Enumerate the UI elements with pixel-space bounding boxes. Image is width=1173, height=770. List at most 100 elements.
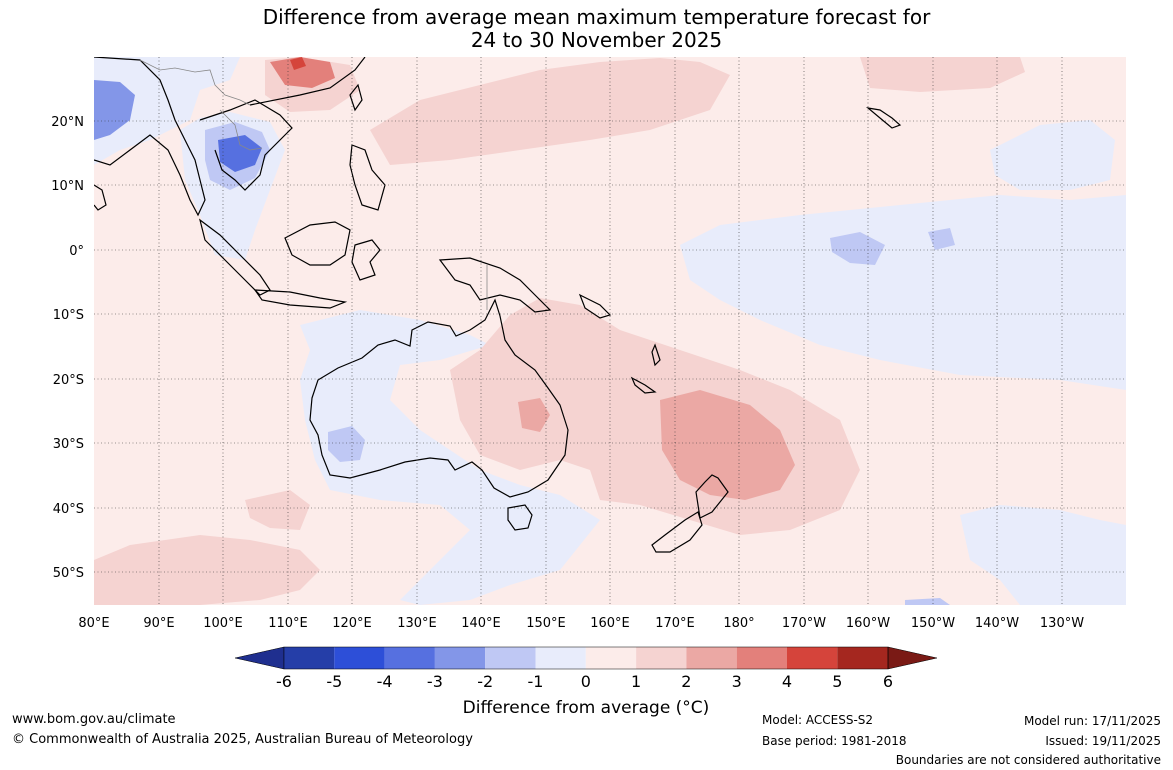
- cool-region-western-australia: [300, 310, 600, 605]
- indochina-coastline: [199, 99, 293, 191]
- colorbar: [234, 646, 938, 670]
- lon-label: 150°W: [911, 616, 955, 631]
- website-link[interactable]: www.bom.gov.au/climate: [12, 712, 176, 727]
- vanuatu: [651, 343, 661, 367]
- cool-region-sw-australia: [328, 426, 365, 462]
- colorbar-segment: [384, 647, 435, 669]
- indochina-borders: [219, 109, 263, 151]
- asia-borders: [139, 59, 251, 106]
- colorbar-tick-label: 2: [681, 672, 691, 691]
- colorbar-segment: [837, 647, 888, 669]
- colorbar-tick-label: -4: [377, 672, 393, 691]
- warm-region-southern-ocean-2: [245, 490, 310, 530]
- sumatra-coastline: [199, 218, 271, 296]
- lat-label: 20°N: [51, 115, 84, 130]
- lon-label: 160°E: [590, 616, 630, 631]
- lon-label: 170°E: [655, 616, 695, 631]
- tasmania-coastline: [507, 504, 533, 531]
- lat-label: 10°N: [51, 179, 84, 194]
- lat-label: 50°S: [53, 566, 84, 581]
- longitude-labels: 80°E 90°E 100°E 110°E 120°E 130°E 140°E …: [78, 616, 1084, 631]
- colorbar-tick-label: 0: [581, 672, 591, 691]
- philippines-coastline: [349, 144, 386, 211]
- model-run-date: Model run: 17/11/2025: [1023, 714, 1161, 728]
- lon-label: 80°E: [78, 616, 109, 631]
- colorbar-extend-high: [887, 646, 938, 670]
- cool-region-south-edge: [905, 598, 950, 605]
- java-coastline: [253, 289, 348, 309]
- colorbar-tick-label: 4: [782, 672, 792, 691]
- new-caledonia: [630, 376, 657, 394]
- title-line-2: 24 to 30 November 2025: [470, 28, 723, 52]
- hot-region-east-asia: [270, 57, 335, 88]
- mainland-asia-coastline: [94, 57, 206, 217]
- lon-label: 180°: [723, 616, 754, 631]
- coastlines: [94, 57, 902, 553]
- copyright-text: © Commonwealth of Australia 2025, Austra…: [12, 732, 473, 747]
- colorbar-segment: [334, 647, 385, 669]
- warm-region-southern-ocean: [94, 535, 320, 605]
- colorbar-tick-label: -1: [528, 672, 544, 691]
- colorbar-tick-label: 1: [631, 672, 641, 691]
- colorbar-tick-label: -3: [427, 672, 443, 691]
- cool-anomaly-regions: [94, 57, 1126, 605]
- colorbar-tick-label: -5: [326, 672, 342, 691]
- cold-region-india: [94, 80, 135, 140]
- cool-region-equatorial-1: [830, 232, 885, 265]
- lat-label: 0°: [69, 244, 84, 259]
- warm-region-central-australia: [518, 398, 550, 432]
- sulawesi-coastline: [351, 239, 381, 281]
- lon-label: 110°E: [268, 616, 308, 631]
- solomon-islands: [578, 293, 612, 319]
- warm-region-north-pacific: [370, 58, 730, 165]
- graticule: [94, 57, 1126, 605]
- hawaii-coastline: [865, 107, 902, 129]
- hot-region-east-asia-core: [290, 57, 306, 70]
- boundaries-disclaimer: Boundaries are not considered authoritat…: [895, 753, 1161, 767]
- colorbar-tick-label: -2: [477, 672, 493, 691]
- lon-label: 160°W: [846, 616, 890, 631]
- lon-label: 130°W: [1040, 616, 1084, 631]
- issued-date: Issued: 19/11/2025: [1045, 734, 1161, 748]
- lon-label: 140°W: [975, 616, 1019, 631]
- cool-region-south-pacific: [960, 505, 1126, 605]
- base-period: Base period: 1981-2018: [762, 734, 907, 748]
- warm-anomaly-regions: [94, 57, 1025, 605]
- colorbar-tick-label: 3: [732, 672, 742, 691]
- colorbar-tick-label: 6: [883, 672, 893, 691]
- new-zealand-south-island: [651, 511, 703, 553]
- cool-region-bay-of-bengal: [94, 57, 240, 165]
- lat-label: 40°S: [53, 502, 84, 517]
- colorbar-tick-label: -6: [276, 672, 292, 691]
- colorbar-segment: [736, 647, 787, 669]
- lon-label: 170°W: [782, 616, 826, 631]
- cold-region-indochina-core: [218, 135, 262, 172]
- cool-region-central-pacific: [680, 195, 1126, 390]
- taiwan-coastline: [349, 83, 363, 112]
- lat-label: 10°S: [53, 308, 84, 323]
- colorbar-ticks: -6 -5 -4 -3 -2 -1 0 1 2 3 4 5 6: [276, 672, 893, 691]
- lon-label: 120°E: [332, 616, 372, 631]
- cool-region-hawaii: [990, 120, 1115, 190]
- colorbar-tick-label: 5: [832, 672, 842, 691]
- colorbar-extend-low: [234, 646, 285, 670]
- cool-region-equatorial-2: [928, 228, 955, 250]
- colorbar-segment: [485, 647, 536, 669]
- lon-label: 100°E: [203, 616, 243, 631]
- china-coastline: [249, 57, 366, 106]
- country-borders: [139, 59, 488, 310]
- borneo-coastline: [284, 221, 351, 266]
- new-guinea-coastline: [438, 257, 552, 313]
- colorbar-segment: [284, 647, 335, 669]
- colorbar-segment: [434, 647, 486, 669]
- colorbar-segment: [585, 647, 637, 669]
- title-line-1: Difference from average mean maximum tem…: [262, 5, 931, 29]
- colorbar-segment: [686, 647, 737, 669]
- colorbar-segment: [636, 647, 687, 669]
- warm-region-north-pacific-east: [860, 57, 1025, 92]
- warm-region-tasman-sea: [660, 390, 795, 500]
- colorbar-title: Difference from average (°C): [462, 698, 710, 718]
- lat-label: 30°S: [53, 437, 84, 452]
- latitude-labels: 20°N 10°N 0° 10°S 20°S 30°S 40°S 50°S: [51, 115, 84, 581]
